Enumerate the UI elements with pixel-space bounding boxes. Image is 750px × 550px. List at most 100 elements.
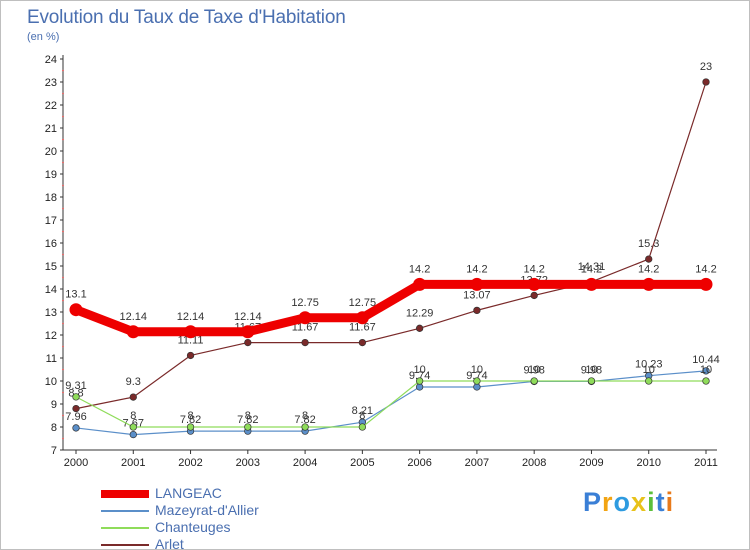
legend-swatch-langeac bbox=[101, 490, 149, 499]
data-label: 11.11 bbox=[178, 334, 204, 346]
data-point bbox=[301, 423, 309, 431]
y-tick-label: 10 bbox=[45, 376, 57, 388]
data-point bbox=[527, 277, 541, 291]
logo-letter: i bbox=[665, 487, 675, 517]
data-label: 13.1 bbox=[65, 289, 86, 301]
y-tick-label: 17 bbox=[45, 215, 57, 227]
data-point bbox=[530, 377, 538, 385]
data-label: 8 bbox=[187, 410, 193, 422]
logo-letter: o bbox=[613, 487, 632, 517]
chart-subtitle: (en %) bbox=[27, 31, 60, 43]
y-minor-tick bbox=[62, 184, 64, 187]
data-label: 10 bbox=[528, 364, 540, 376]
data-label: 11.67 bbox=[292, 322, 319, 334]
y-tick-label: 8 bbox=[51, 422, 57, 434]
x-tick-label: 2002 bbox=[178, 457, 202, 469]
y-tick-label: 12 bbox=[45, 330, 57, 342]
data-point bbox=[642, 277, 656, 291]
proxiti-logo: Proxiti bbox=[583, 487, 674, 518]
data-label: 7.82 bbox=[294, 414, 315, 426]
legend-swatch-arlet bbox=[101, 544, 149, 547]
x-tick-label: 2008 bbox=[522, 457, 546, 469]
y-minor-tick bbox=[62, 253, 64, 256]
legend-swatch-mazeyrat bbox=[101, 510, 149, 513]
data-point bbox=[186, 351, 195, 360]
y-minor-tick bbox=[62, 322, 64, 325]
y-minor-tick bbox=[62, 276, 64, 279]
y-tick-label: 19 bbox=[45, 169, 57, 181]
data-label: 14.2 bbox=[409, 263, 430, 275]
data-point bbox=[473, 383, 481, 391]
data-point bbox=[473, 377, 481, 385]
data-label: 7.82 bbox=[237, 414, 258, 426]
data-point bbox=[645, 377, 653, 385]
y-tick-label: 24 bbox=[45, 54, 57, 66]
y-minor-tick bbox=[62, 161, 64, 164]
y-tick-label: 15 bbox=[45, 261, 57, 273]
data-point bbox=[69, 303, 83, 317]
data-label: 8.21 bbox=[352, 405, 373, 417]
y-minor-tick bbox=[62, 115, 64, 118]
data-point bbox=[129, 393, 137, 401]
x-tick-label: 2000 bbox=[64, 457, 88, 469]
y-tick-label: 20 bbox=[45, 146, 57, 158]
data-label: 14.31 bbox=[578, 261, 606, 273]
data-point bbox=[702, 78, 710, 86]
logo-letter: i bbox=[647, 487, 656, 517]
data-label: 9.31 bbox=[65, 380, 86, 392]
x-tick-label: 2007 bbox=[465, 457, 489, 469]
data-label: 9.98 bbox=[523, 364, 544, 376]
y-tick-label: 16 bbox=[45, 238, 57, 250]
data-label: 12.14 bbox=[234, 311, 262, 323]
data-label: 15.3 bbox=[638, 238, 659, 250]
logo-letter: r bbox=[602, 487, 614, 517]
x-tick-label: 2001 bbox=[121, 457, 145, 469]
legend-item-chanteuges: Chanteuges bbox=[101, 519, 259, 536]
data-label: 12.75 bbox=[291, 297, 319, 309]
legend-label-arlet: Arlet bbox=[155, 536, 184, 550]
logo-letter: x bbox=[631, 487, 648, 517]
legend: LANGEAC Mazeyrat-d'Allier Chanteuges Arl… bbox=[101, 485, 259, 550]
y-minor-tick bbox=[62, 69, 64, 72]
y-minor-tick bbox=[62, 345, 64, 348]
data-label: 12.75 bbox=[349, 297, 377, 309]
y-minor-tick bbox=[62, 368, 64, 371]
data-label: 12.14 bbox=[120, 311, 148, 323]
x-tick-label: 2010 bbox=[636, 457, 660, 469]
series-line-langeac bbox=[71, 279, 711, 337]
series-line-chanteuges bbox=[75, 380, 707, 428]
data-label: 8 bbox=[245, 410, 251, 422]
y-tick-label: 7 bbox=[51, 445, 57, 457]
data-label: 14.2 bbox=[466, 263, 487, 275]
data-point bbox=[186, 423, 195, 431]
data-label: 11.67 bbox=[349, 322, 376, 334]
legend-item-arlet: Arlet bbox=[101, 536, 259, 550]
data-point bbox=[702, 377, 710, 385]
data-point bbox=[645, 255, 653, 263]
data-point bbox=[415, 324, 424, 332]
data-label: 9.3 bbox=[126, 376, 141, 388]
data-label: 9.74 bbox=[466, 370, 487, 382]
x-tick-label: 2005 bbox=[350, 457, 374, 469]
data-point bbox=[298, 311, 312, 325]
logo-letter: t bbox=[655, 487, 666, 517]
y-minor-tick bbox=[62, 299, 64, 302]
data-label: 9.74 bbox=[409, 370, 430, 382]
data-point bbox=[473, 306, 481, 315]
data-point bbox=[184, 325, 198, 339]
y-tick-label: 11 bbox=[46, 353, 57, 365]
y-tick-label: 23 bbox=[45, 77, 57, 89]
data-point bbox=[241, 325, 255, 339]
y-tick-label: 13 bbox=[45, 307, 57, 319]
y-minor-tick bbox=[62, 437, 64, 440]
y-tick-label: 22 bbox=[45, 100, 57, 112]
data-label: 7.82 bbox=[180, 414, 201, 426]
data-label: 14.2 bbox=[695, 263, 716, 275]
data-label: 10 bbox=[471, 364, 483, 376]
x-tick-label: 2006 bbox=[407, 457, 431, 469]
data-point bbox=[413, 277, 427, 291]
data-label: 12.29 bbox=[406, 307, 434, 319]
y-tick-label: 18 bbox=[45, 192, 57, 204]
legend-label-langeac: LANGEAC bbox=[155, 485, 222, 501]
